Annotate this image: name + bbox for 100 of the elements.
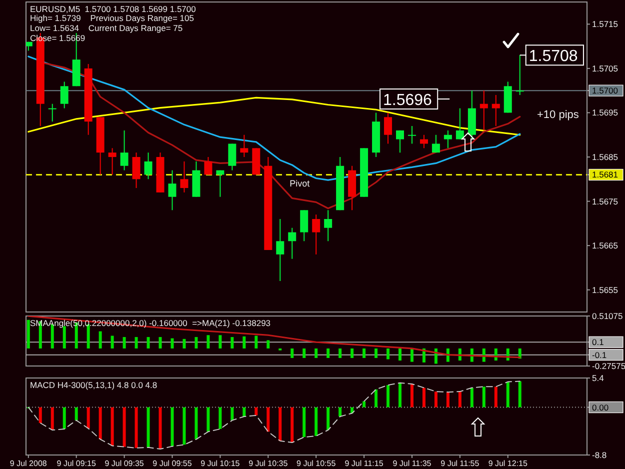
y-tick-label: 1.5715: [592, 19, 618, 30]
bar: [266, 407, 270, 432]
bar: [134, 407, 138, 448]
bar: [182, 338, 186, 348]
bar: [422, 388, 426, 408]
bar: [50, 407, 54, 430]
chart-title: MACD H4-300(5,13,1) 4.8 0.0 4.8: [30, 380, 158, 390]
bar: [38, 407, 42, 424]
bar: [266, 340, 270, 348]
y-tick-label: 1.5655: [592, 284, 618, 295]
candlestick: [48, 103, 56, 122]
bar: [302, 348, 306, 358]
candlestick: [420, 134, 428, 149]
x-tick-label: 9 Jul 09:15: [56, 459, 96, 468]
bar: [170, 338, 174, 348]
candlestick: [384, 112, 392, 144]
bar: [62, 407, 66, 429]
candlestick: [480, 90, 488, 131]
bar: [398, 348, 402, 361]
bar: [374, 389, 378, 408]
bar: [134, 337, 138, 348]
bar: [290, 407, 294, 443]
bar: [314, 407, 318, 436]
bar: [26, 320, 30, 348]
x-tick-label: 9 Jul 12:15: [488, 459, 528, 468]
bar: [518, 381, 522, 408]
bar: [242, 407, 246, 416]
candlestick: [456, 108, 464, 140]
annotation: Low= 1.5634 Current Days Range= 75: [30, 23, 183, 33]
bar: [86, 407, 90, 428]
x-tick-label: 9 Jul 10:55: [296, 459, 336, 468]
candlestick: [216, 170, 224, 198]
x-tick-label: 9 Jul 09:55: [152, 459, 192, 468]
bar: [218, 407, 222, 429]
candlestick: [120, 130, 128, 171]
y-tick-label: -0.27575: [592, 360, 625, 371]
candlestick: [300, 210, 308, 242]
bar: [98, 407, 102, 440]
candlestick: [276, 218, 284, 282]
candlestick: [312, 214, 320, 255]
bar: [146, 337, 150, 348]
bar: [410, 384, 414, 408]
bar: [74, 407, 78, 420]
y-tick-label: 1.5700: [592, 86, 618, 96]
bar: [254, 407, 258, 416]
bar: [506, 382, 510, 408]
x-tick-label: 9 Jul 11:35: [392, 459, 432, 468]
bar: [494, 386, 498, 408]
x-tick-label: 9 Jul 10:35: [248, 459, 288, 468]
y-tick-label: 1.5665: [592, 240, 618, 251]
candlestick: [396, 130, 404, 154]
candlestick: [240, 134, 248, 158]
candlestick: [132, 152, 140, 188]
bar: [122, 407, 126, 447]
bar: [386, 348, 390, 360]
candlestick: [204, 156, 212, 176]
bar: [362, 348, 366, 358]
x-tick-label: 9 Jul 11:55: [440, 459, 480, 468]
bar: [158, 407, 162, 450]
bar: [170, 407, 174, 446]
bar: [338, 407, 342, 416]
bar: [290, 348, 294, 358]
candlestick: [180, 160, 188, 193]
bar: [158, 337, 162, 348]
candlestick: [108, 148, 116, 176]
annotation: High= 1.5739 Previous Days Range= 105: [30, 13, 194, 23]
bar: [446, 392, 450, 408]
bar: [374, 348, 378, 358]
bar: [218, 335, 222, 348]
x-tick-label: 9 Jul 2008: [10, 459, 48, 468]
x-tick-label: 9 Jul 10:15: [200, 459, 240, 468]
bar: [110, 407, 114, 446]
y-tick-label: -0.1: [592, 350, 607, 360]
y-tick-label: 1.5695: [592, 108, 618, 118]
y-tick-label: 0.51075: [592, 310, 623, 321]
bar: [362, 401, 366, 408]
ref-line-label: Pivot: [290, 178, 310, 189]
y-tick-label: 1.5681: [592, 170, 618, 180]
bar: [470, 388, 474, 408]
candlestick: [444, 130, 452, 149]
bar: [122, 337, 126, 348]
bar: [350, 348, 354, 358]
bar: [98, 331, 102, 348]
bar: [242, 336, 246, 348]
y-tick-label: -8.8: [592, 450, 607, 460]
y-tick-label: 5.4: [592, 372, 604, 383]
bar: [194, 337, 198, 348]
candlestick: [288, 227, 296, 260]
bar: [410, 348, 414, 362]
line-series: [28, 56, 521, 181]
bar: [146, 407, 150, 448]
annotation: 1.5708: [528, 48, 578, 65]
bar: [230, 337, 234, 348]
y-tick-label: 0.00: [592, 402, 609, 412]
chart-title: EURUSD,M5 1.5700 1.5708 1.5699 1.5700: [30, 4, 196, 14]
candlestick: [144, 152, 152, 180]
y-tick-label: 1.5705: [592, 63, 618, 74]
bar: [206, 407, 210, 432]
bar: [314, 348, 318, 358]
candlestick: [408, 126, 416, 144]
